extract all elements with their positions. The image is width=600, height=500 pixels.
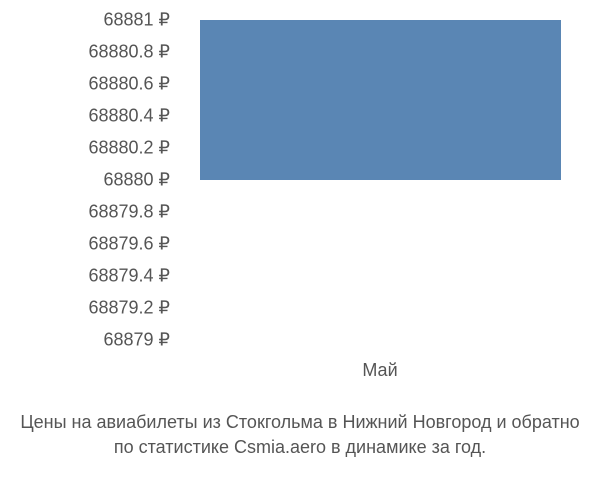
y-tick: 68881 ₽ [103,10,170,31]
plot-area [190,20,570,340]
y-tick: 68879.2 ₽ [88,298,170,319]
y-tick: 68879.6 ₽ [88,234,170,255]
chart-caption: Цены на авиабилеты из Стокгольма в Нижни… [0,410,600,460]
y-tick: 68880 ₽ [103,170,170,191]
y-tick: 68879.4 ₽ [88,266,170,287]
y-axis: 68881 ₽ 68880.8 ₽ 68880.6 ₽ 68880.4 ₽ 68… [0,20,180,340]
caption-line-2: по статистике Csmia.aero в динамике за г… [0,435,600,460]
y-tick: 68880.8 ₽ [88,42,170,63]
x-axis-label: Май [190,360,570,381]
y-tick: 68879 ₽ [103,330,170,351]
y-tick: 68880.6 ₽ [88,74,170,95]
bar-may [200,20,561,180]
y-tick: 68880.2 ₽ [88,138,170,159]
caption-line-1: Цены на авиабилеты из Стокгольма в Нижни… [0,410,600,435]
y-tick: 68879.8 ₽ [88,202,170,223]
price-chart: 68881 ₽ 68880.8 ₽ 68880.6 ₽ 68880.4 ₽ 68… [0,0,600,500]
y-tick: 68880.4 ₽ [88,106,170,127]
